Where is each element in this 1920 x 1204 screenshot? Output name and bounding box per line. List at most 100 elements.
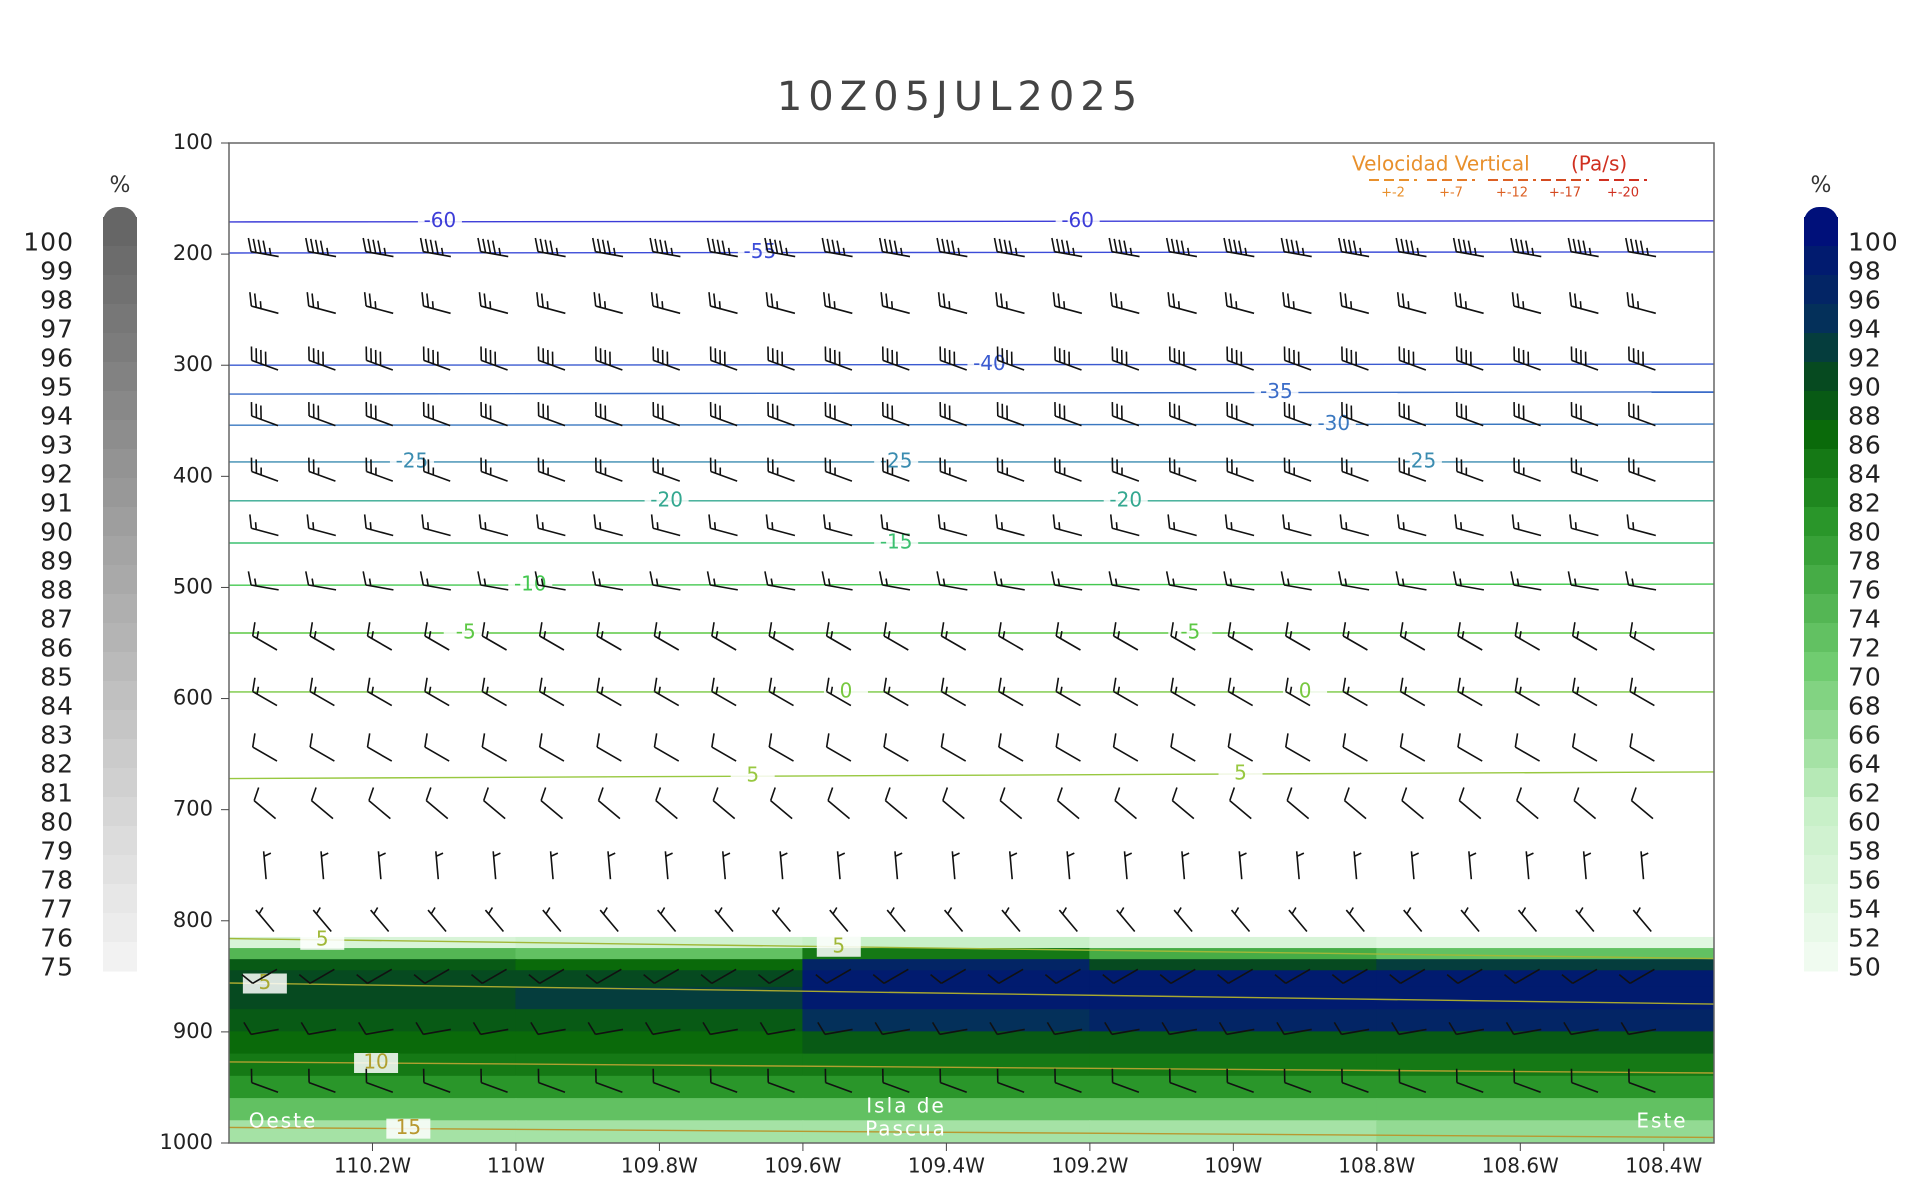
contour-label: 5 xyxy=(832,933,845,957)
x-tick-label: 109W xyxy=(1204,1154,1262,1178)
wind-barb xyxy=(1341,457,1369,482)
wind-barb xyxy=(422,1068,451,1093)
wind-barb xyxy=(419,237,451,258)
wind-barb xyxy=(595,402,623,427)
wind-barb xyxy=(1505,1021,1542,1036)
wind-barb xyxy=(1276,1021,1312,1036)
wind-barb xyxy=(825,677,852,707)
wind-barb xyxy=(1217,968,1254,985)
x-tick-label: 109.6W xyxy=(764,1154,841,1178)
contour-label: -20 xyxy=(1109,487,1142,511)
wind-barb xyxy=(998,677,1024,707)
wind-barb xyxy=(247,571,279,591)
contour-label-bg xyxy=(1218,764,1263,785)
wind-barb xyxy=(721,851,731,880)
wind-barb xyxy=(537,457,566,482)
rh-cell xyxy=(515,986,804,1011)
rh-cell xyxy=(515,1075,804,1100)
wind-barb xyxy=(817,1021,853,1036)
wind-barb xyxy=(993,237,1025,258)
wind-barb xyxy=(1391,1021,1427,1036)
contour-label: -15 xyxy=(880,530,913,554)
wind-barb xyxy=(1511,292,1542,315)
wind-barb xyxy=(1628,1068,1656,1093)
wind-barb xyxy=(936,571,968,591)
wind-barb xyxy=(1399,677,1426,707)
wind-barb xyxy=(309,733,335,762)
wind-barb xyxy=(1112,622,1139,651)
rh-cell xyxy=(802,1009,1091,1033)
annotation: Este xyxy=(1636,1109,1687,1133)
rh-cell xyxy=(515,1120,804,1143)
contour-line xyxy=(229,251,1714,254)
wind-barb xyxy=(937,514,968,537)
wind-barb xyxy=(1171,787,1195,820)
wind-barb xyxy=(595,457,623,482)
contour-label: 0 xyxy=(840,678,853,702)
wind-barb xyxy=(1046,1021,1083,1036)
wind-barb xyxy=(1455,457,1484,482)
contour-label: -35 xyxy=(1260,379,1293,403)
colorbar-label: 70 xyxy=(1848,663,1882,692)
annotation: Pascua xyxy=(865,1117,947,1141)
wind-barb xyxy=(540,787,564,820)
wind-barb xyxy=(1008,851,1018,880)
wind-barb xyxy=(477,237,509,258)
wind-barb xyxy=(1632,907,1652,933)
wind-barb xyxy=(1452,237,1485,258)
wind-barb xyxy=(1567,571,1599,591)
rh-cell xyxy=(229,1120,517,1143)
wind-barb xyxy=(1109,514,1140,537)
annotation: Isla de xyxy=(866,1094,946,1118)
wind-barb xyxy=(931,1021,968,1036)
y-tick-label: 400 xyxy=(173,463,213,487)
wind-barb xyxy=(643,968,680,985)
wind-barb xyxy=(1448,1021,1485,1036)
wind-barb xyxy=(765,292,796,315)
wind-barb xyxy=(1513,346,1541,371)
wind-barb xyxy=(824,346,853,371)
colorbar-cell xyxy=(103,217,137,247)
legend-label: +-7 xyxy=(1439,186,1463,201)
wind-barb xyxy=(1454,292,1484,315)
wind-barb xyxy=(1446,968,1483,985)
colorbar-cell xyxy=(103,739,137,769)
wind-barb xyxy=(435,851,444,880)
wind-barb xyxy=(1001,907,1021,933)
colorbar-cell xyxy=(103,623,137,653)
wind-barb xyxy=(362,237,394,258)
wind-barb xyxy=(1626,514,1656,537)
wind-barb xyxy=(872,968,909,985)
wind-barb xyxy=(939,346,967,371)
wind-barb xyxy=(1333,1021,1370,1036)
wind-barb xyxy=(1283,346,1312,371)
wind-barb xyxy=(255,907,275,933)
x-tick-label: 109.2W xyxy=(1051,1154,1128,1178)
wind-barb xyxy=(365,457,394,482)
colorbar-cell xyxy=(1804,913,1838,943)
wind-barb xyxy=(1165,571,1198,591)
annotation: Oeste xyxy=(249,1109,318,1133)
wind-barb xyxy=(421,514,451,537)
wind-barb xyxy=(537,346,566,371)
colorbar-cell xyxy=(103,246,137,276)
wind-barb xyxy=(478,514,509,537)
wind-barb xyxy=(1167,292,1197,315)
colorbar-unit: % xyxy=(1811,173,1832,198)
wind-barb xyxy=(249,514,279,537)
wind-barb xyxy=(481,733,507,762)
wind-barb xyxy=(1227,622,1254,651)
wind-barb xyxy=(822,292,853,315)
colorbar-cell xyxy=(103,884,137,914)
wind-barb xyxy=(308,457,336,482)
wind-barb xyxy=(421,292,451,315)
wind-barb xyxy=(422,457,451,482)
wind-barb xyxy=(1058,907,1078,933)
colorbar-label: 62 xyxy=(1848,779,1882,808)
wind-barb xyxy=(937,292,968,315)
wind-barb xyxy=(824,1068,853,1093)
wind-barb xyxy=(764,571,796,591)
contour-label-bg xyxy=(644,490,689,511)
wind-barb xyxy=(757,968,794,985)
wind-barb xyxy=(365,1068,394,1093)
